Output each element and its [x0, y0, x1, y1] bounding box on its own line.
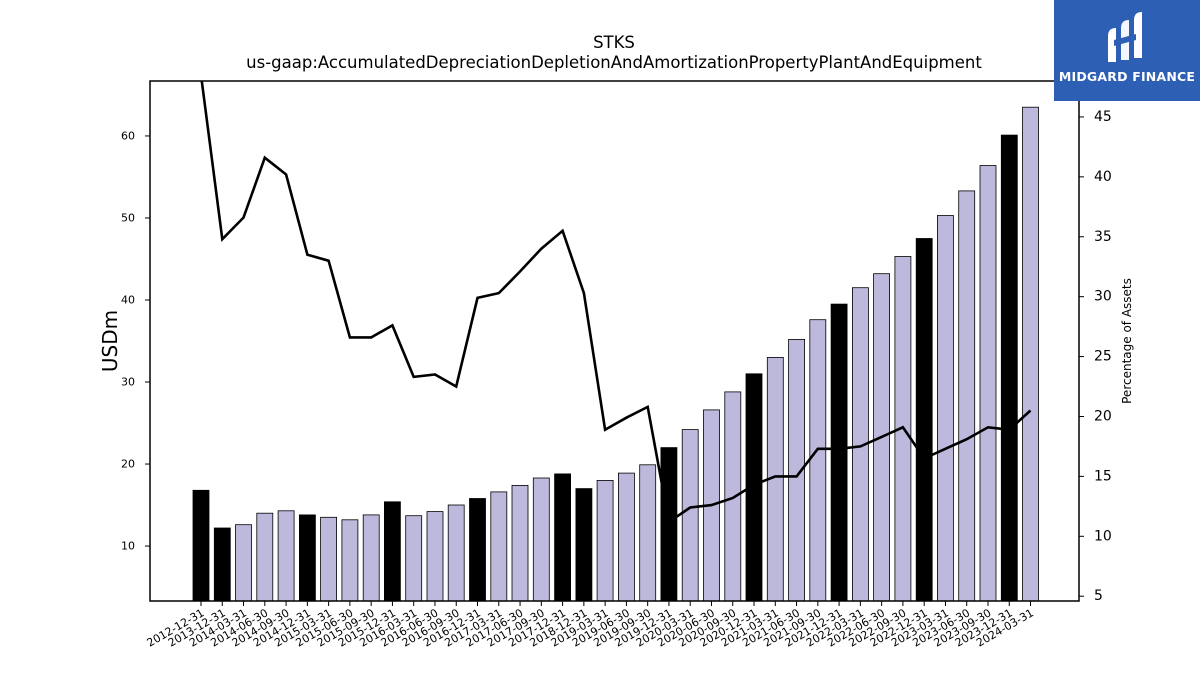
bar-2021-12-31: [830, 303, 848, 602]
bar-2014-09-30: [277, 510, 295, 602]
bar-2023-03-31: [937, 215, 954, 602]
bar-2013-12-31: [213, 527, 231, 602]
percentage-of-assets-line: [200, 81, 1032, 525]
bar-2017-06-30: [511, 484, 529, 602]
bar-2015-12-31: [383, 501, 401, 602]
bar-2020-09-30: [724, 391, 742, 602]
left-axis: 10 20 30 40 50 60: [121, 129, 150, 553]
logo-text: MIDGARD FINANCE: [1058, 69, 1196, 84]
y2-tick-label: 5: [1094, 588, 1103, 604]
bar-2021-09-30: [809, 319, 827, 602]
line-layer: [200, 81, 1032, 525]
bar-2016-12-31: [469, 498, 486, 602]
y2-tick-label: 40: [1094, 169, 1112, 185]
midgard-logo-icon: [1108, 12, 1142, 62]
bar-2017-12-31: [554, 473, 571, 602]
bars-layer: [192, 106, 1039, 602]
bar-2016-03-31: [405, 515, 423, 602]
y-axis-label: USDm: [98, 310, 122, 372]
y2-tick-label: 30: [1094, 289, 1112, 305]
bar-2012-12-31: [192, 489, 210, 602]
y2-tick-label: 20: [1094, 408, 1112, 424]
bar-2015-03-31: [320, 516, 338, 602]
bar-2015-06-30: [341, 519, 359, 602]
bar-2023-09-30: [979, 165, 997, 602]
y2-tick-label: 25: [1094, 349, 1112, 365]
bar-2019-06-30: [618, 472, 635, 602]
y-tick-label: 20: [121, 458, 135, 471]
bar-2015-09-30: [362, 514, 380, 602]
bar-2018-12-31: [575, 488, 593, 602]
bar-2019-12-31: [660, 447, 678, 602]
bar-2023-06-30: [958, 190, 976, 602]
x-axis: 2012-12-312013-12-312014-03-312014-06-30…: [145, 601, 1036, 650]
y2-tick-label: 10: [1094, 528, 1112, 544]
y2-axis-label: Percentage of Assets: [1120, 278, 1134, 404]
bar-2014-06-30: [256, 512, 274, 602]
bar-2016-06-30: [426, 511, 444, 602]
y-tick-label: 30: [121, 376, 135, 389]
y-tick-label: 10: [121, 540, 135, 553]
bar-2014-12-31: [298, 514, 316, 602]
bar-2017-09-30: [532, 477, 550, 602]
y-tick-label: 50: [121, 211, 135, 224]
bar-2017-03-31: [490, 491, 508, 602]
bar-2022-12-31: [915, 238, 933, 602]
y2-tick-label: 35: [1094, 229, 1112, 245]
chart-subtitle: us-gaap:AccumulatedDepreciationDepletion…: [246, 53, 982, 72]
right-axis: 5 10 15 20 25 30 35 40 45: [1079, 109, 1112, 604]
chart-title: STKS: [593, 33, 635, 52]
y-tick-label: 60: [121, 129, 135, 142]
bar-2019-03-31: [596, 479, 614, 602]
bar-2024-03-31: [1022, 106, 1039, 602]
bar-2020-03-31: [681, 429, 699, 602]
plot-frame: [149, 80, 1080, 602]
bar-2014-03-31: [235, 524, 252, 602]
y2-tick-label: 15: [1094, 468, 1112, 484]
bar-2016-09-30: [447, 504, 465, 602]
y2-tick-label: 45: [1094, 109, 1112, 125]
bar-2019-09-30: [639, 464, 657, 602]
y-tick-label: 40: [121, 293, 135, 306]
bar-2023-12-31: [1000, 134, 1018, 602]
brand-logo: MIDGARD FINANCE: [1054, 0, 1200, 101]
